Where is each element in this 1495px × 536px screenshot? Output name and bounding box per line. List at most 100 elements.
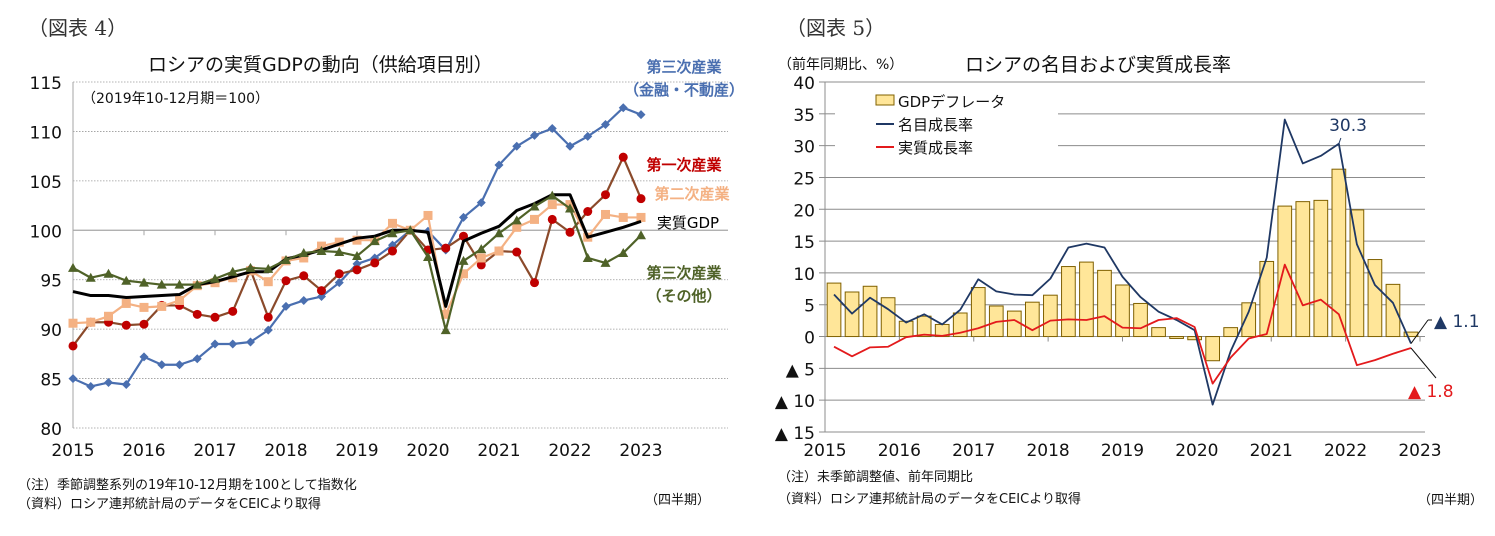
bar xyxy=(952,312,968,338)
data-point xyxy=(441,309,451,319)
data-point xyxy=(547,123,557,133)
data-point xyxy=(512,222,522,232)
bar xyxy=(1151,327,1166,338)
data-point xyxy=(139,352,149,362)
data-point xyxy=(618,212,628,222)
y-tick-label: 35 xyxy=(793,106,815,126)
bar xyxy=(1259,260,1275,338)
series-line-0 xyxy=(72,106,642,388)
x-tick-label: 2020 xyxy=(1175,441,1218,461)
data-point xyxy=(334,247,345,257)
data-point xyxy=(636,230,646,240)
data-point xyxy=(352,265,362,275)
annotation-leader xyxy=(1410,319,1429,344)
data-point xyxy=(352,235,362,245)
bar xyxy=(1024,301,1040,338)
data-point xyxy=(636,110,646,120)
bar xyxy=(880,297,896,338)
data-point xyxy=(565,203,575,213)
bar xyxy=(1385,283,1401,338)
data-point xyxy=(86,381,96,391)
x-tick-label: 2021 xyxy=(477,441,520,461)
data-point xyxy=(104,378,113,388)
annotation-label: ▲ 1.8 xyxy=(1408,382,1454,402)
data-point xyxy=(582,252,593,262)
bar xyxy=(916,315,932,338)
data-point xyxy=(175,360,184,370)
x-tick-label: 2018 xyxy=(264,441,307,461)
y-tick-label: 20 xyxy=(793,201,815,221)
x-tick-label: 2018 xyxy=(1026,441,1069,461)
series-label: 第三次産業 xyxy=(646,58,722,76)
y-tick-label: 15 xyxy=(793,233,815,253)
data-point xyxy=(388,246,397,256)
bar xyxy=(1313,199,1329,338)
x-tick-label: 2021 xyxy=(1250,441,1293,461)
data-point xyxy=(175,295,184,305)
data-point xyxy=(317,286,326,296)
y-tick-label: 25 xyxy=(793,169,815,189)
series-label: 実質GDP xyxy=(657,214,719,232)
data-point xyxy=(388,218,397,228)
x-tick-label: 2022 xyxy=(548,441,591,461)
data-point xyxy=(299,253,309,263)
x-tick-label: 2023 xyxy=(619,441,662,461)
data-point xyxy=(530,130,539,140)
series-line-1 xyxy=(833,263,1412,385)
data-point xyxy=(210,339,220,349)
data-point xyxy=(459,269,468,279)
data-point xyxy=(228,339,238,349)
data-point xyxy=(476,253,486,263)
figure-4-label: （図表 4） xyxy=(28,16,128,40)
legend-label: 名目成長率 xyxy=(898,116,973,134)
annotation-label: 30.3 xyxy=(1329,116,1367,136)
x-tick-label: 2019 xyxy=(1101,441,1144,461)
data-point xyxy=(352,250,362,260)
data-point xyxy=(369,236,380,246)
data-point xyxy=(139,319,149,329)
chart-1-source: （資料）ロシア連邦統計局のデータをCEICより取得 xyxy=(18,497,321,512)
bar xyxy=(1403,331,1419,338)
annotation-label: ▲ 1.1 xyxy=(1434,312,1480,332)
data-point xyxy=(636,212,646,222)
data-point xyxy=(334,278,344,288)
data-point xyxy=(210,273,220,283)
legend-label: GDPデフレータ xyxy=(898,93,1005,111)
series-label: （金融・不動産） xyxy=(624,81,744,99)
data-point xyxy=(547,214,557,224)
data-point xyxy=(121,275,132,285)
data-point xyxy=(334,237,344,247)
data-point xyxy=(68,374,78,384)
y-tick-label: 40 xyxy=(793,74,815,94)
chart-1-note: （注）季節調整系列の19年10-12月期を100として指数化 xyxy=(18,478,357,493)
data-point xyxy=(636,194,646,204)
data-point xyxy=(121,380,131,390)
x-tick-label: 2022 xyxy=(1324,441,1367,461)
chart-1-title: ロシアの実質GDPの動向（供給項目別） xyxy=(148,54,493,76)
data-point xyxy=(494,160,504,170)
bar xyxy=(1205,336,1221,362)
data-point xyxy=(565,141,575,151)
x-tick-label: 2016 xyxy=(878,441,921,461)
series-line-0 xyxy=(833,118,1412,406)
series-label: 第三次産業 xyxy=(646,264,722,282)
chart-2-title: ロシアの名目および実質成長率 xyxy=(965,54,1232,76)
data-point xyxy=(281,254,291,264)
data-point xyxy=(476,198,486,208)
chart-1-subtitle: （2019年10-12月期＝100） xyxy=(82,91,270,107)
data-point xyxy=(68,262,78,272)
y-tick-label: ▲ 5 xyxy=(786,360,815,380)
bar xyxy=(1061,266,1076,338)
data-point xyxy=(547,200,557,210)
bar xyxy=(1006,310,1022,338)
data-point xyxy=(210,312,220,322)
legend-label: 実質成長率 xyxy=(898,139,973,157)
data-point xyxy=(459,231,468,241)
bar xyxy=(826,282,842,338)
y-tick-label: 80 xyxy=(40,420,62,440)
figure-5-label: （図表 5） xyxy=(786,16,886,40)
y-tick-label: 115 xyxy=(30,74,62,94)
data-point xyxy=(370,258,380,268)
data-point xyxy=(246,337,255,347)
data-point xyxy=(440,325,451,335)
